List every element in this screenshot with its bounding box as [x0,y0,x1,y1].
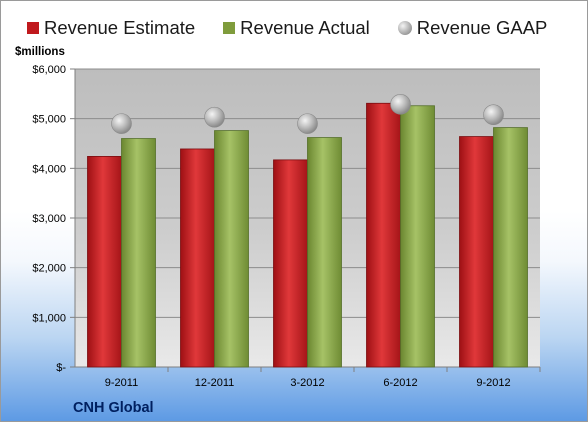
gaap-marker [204,106,225,128]
actual-bar [493,127,528,368]
actual-bar [307,137,342,368]
x-axis-ticks: 9-2011 12-2011 3-2012 6-2012 9-2012 [105,367,541,389]
legend-label-revenue-gaap: Revenue GAAP [416,17,548,38]
y-axis-unit-label: $millions [15,46,65,58]
gaap-marker [483,104,504,125]
company-name: CNH Global [73,400,154,416]
legend-swatch-revenue-actual [223,22,236,34]
legend-swatch-revenue-estimate [27,22,39,34]
y-tick-label: $2,000 [32,263,66,275]
legend-item-revenue-estimate: Revenue Estimate [27,17,195,39]
legend-swatch-revenue-gaap [397,21,412,35]
y-tick-label: $4,000 [32,163,66,175]
y-axis-ticks: $- $1,000 $2,000 $3,000 $4,000 $5,000 $6,000 [32,64,76,374]
y-tick-label: $3,000 [32,213,66,225]
x-tick-label: 3-2012 [290,377,324,389]
y-tick-label: $6,000 [32,64,66,76]
x-tick-label: 9-2012 [476,377,510,389]
estimate-bar [459,136,494,368]
legend-item-revenue-gaap: Revenue GAAP [397,17,548,39]
x-tick-label: 6-2012 [383,377,417,389]
actual-bar [214,130,249,368]
x-tick-label: 12-2011 [195,377,235,389]
actual-bar [121,138,156,368]
bars [87,102,528,368]
gaap-markers [111,93,504,134]
x-tick-label: 9-2011 [105,377,138,389]
gaap-marker [390,93,411,115]
estimate-bar [87,156,122,368]
gaap-marker [297,113,318,134]
chart-legend: Revenue Estimate Revenue Actual Revenue … [27,15,579,41]
legend-label-revenue-actual: Revenue Actual [240,17,370,38]
legend-item-revenue-actual: Revenue Actual [223,17,370,39]
y-tick-label: $- [56,362,66,374]
estimate-bar [180,148,215,368]
legend-label-revenue-estimate: Revenue Estimate [44,17,196,38]
actual-bar [400,105,435,368]
y-tick-label: $1,000 [32,312,66,324]
estimate-bar [366,102,401,368]
y-tick-label: $5,000 [32,114,66,126]
estimate-bar [273,159,308,368]
gaap-marker [111,113,132,134]
